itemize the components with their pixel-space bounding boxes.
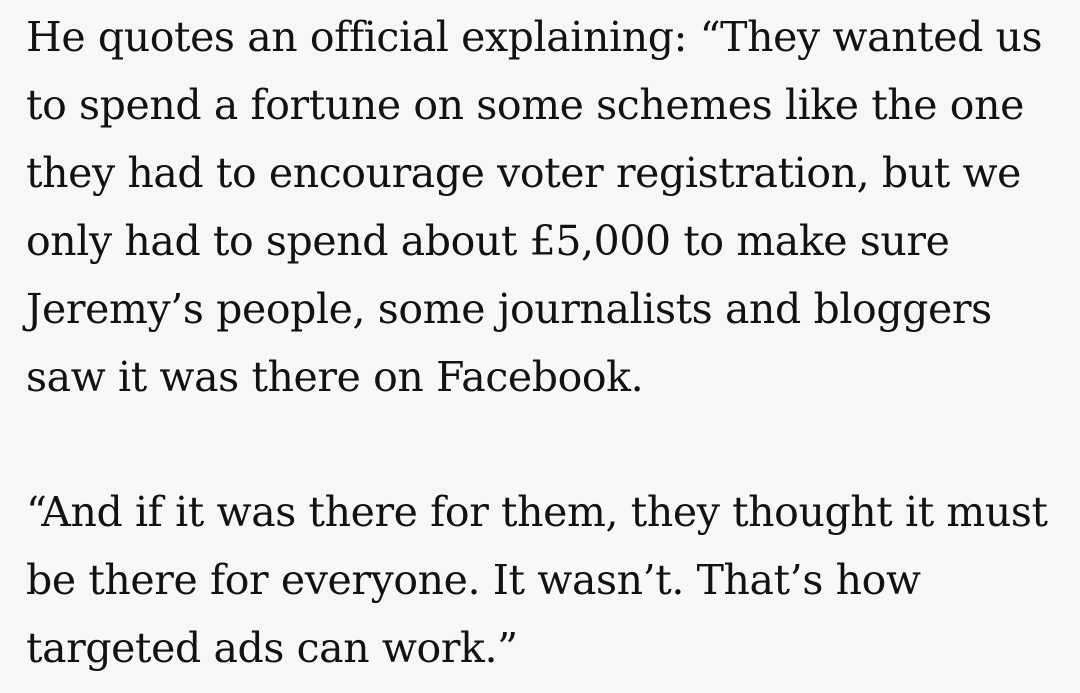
text-line: He quotes an official explaining: “They …	[26, 13, 1043, 61]
paragraph-quote-official: He quotes an official explaining: “They …	[26, 3, 1043, 411]
text-line: saw it was there on Facebook.	[26, 353, 644, 401]
text-line: be there for everyone. It wasn’t. That’s…	[26, 556, 921, 604]
text-line: to spend a fortune on some schemes like …	[26, 81, 1024, 129]
text-line: only had to spend about £5,000 to make s…	[26, 217, 950, 265]
text-line: Jeremy’s people, some journalists and bl…	[26, 285, 992, 333]
text-line: targeted ads can work.”	[26, 624, 518, 672]
text-line: they had to encourage voter registration…	[26, 149, 1022, 197]
text-line: “And if it was there for them, they thou…	[26, 488, 1048, 536]
paragraph-quote-continuation: “And if it was there for them, they thou…	[26, 478, 1048, 682]
